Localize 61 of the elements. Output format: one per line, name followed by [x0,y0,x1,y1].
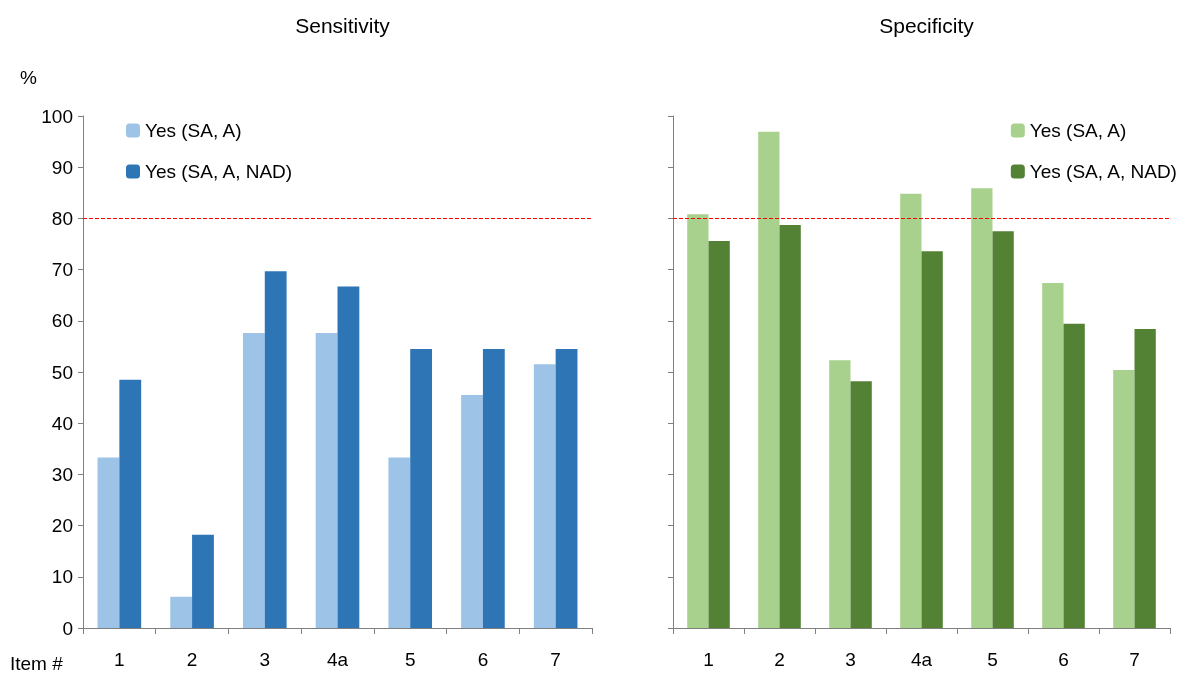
y-axis-title: % [20,67,37,88]
bar [687,214,709,628]
bar [337,286,360,628]
x-tick-label: 3 [845,649,856,670]
y-tick-label: 10 [51,566,73,588]
bar [1063,323,1085,628]
bar [1113,369,1135,628]
x-tick-label: 3 [259,649,271,670]
x-tick-label: 5 [987,649,998,670]
y-tick-label: 60 [51,310,73,332]
bar [992,231,1014,628]
bar [1042,282,1064,628]
y-tick-label: 50 [51,361,73,383]
y-tick-label: 80 [51,207,73,229]
bar [708,240,730,628]
x-tick-label: 7 [550,649,561,670]
legend-label: Yes (SA, A, NAD) [145,161,293,182]
bar [461,395,483,628]
y-tick-label: 0 [62,617,73,639]
y-tick-label: 90 [51,156,73,178]
y-tick-label: 100 [41,105,73,127]
bar [264,271,287,628]
bar [758,131,780,628]
chart-title: Sensitivity [295,14,391,37]
bar [170,596,193,628]
x-tick-label: 2 [186,649,198,670]
x-tick-label: 2 [774,649,785,670]
bar [119,379,142,628]
bar [1134,328,1156,628]
bar [315,333,338,628]
legend-label: Yes (SA, A, NAD) [1029,161,1177,182]
legend-label: Yes (SA, A) [1029,120,1127,141]
bar [900,193,922,628]
bar [242,333,265,628]
bar [533,364,556,628]
bar [482,348,505,628]
chart-title: Specificity [879,14,975,37]
x-tick-label: 1 [703,649,714,670]
x-tick-label: 7 [1129,649,1140,670]
legend-label: Yes (SA, A) [145,120,242,141]
x-tick-label: 6 [477,649,489,670]
bar [410,348,433,628]
bar [555,348,578,628]
y-tick-label: 40 [51,412,73,434]
bar [850,381,872,628]
bar [192,534,214,628]
bar [779,225,801,628]
bar [921,251,943,628]
y-tick-label: 70 [51,259,73,281]
x-tick-label: 6 [1058,649,1069,670]
x-tick-label: 1 [114,649,125,670]
y-tick-label: 30 [51,463,73,485]
x-tick-label: 4a [326,649,349,670]
x-tick-label: 4a [910,649,933,670]
bar [829,360,851,628]
bar [388,457,411,628]
x-tick-label: 5 [404,649,416,670]
x-axis-title: Item # [10,653,64,674]
y-tick-label: 20 [51,515,73,537]
bar [971,188,993,628]
bar [97,457,120,628]
